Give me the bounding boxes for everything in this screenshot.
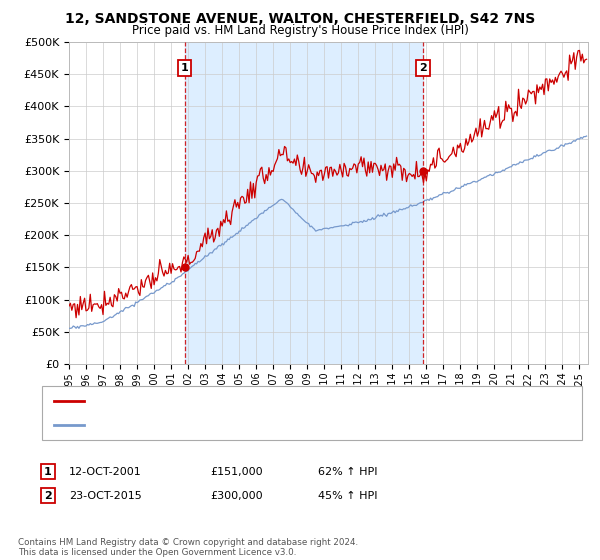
Bar: [185, 42, 423, 364]
Text: HPI: Average price, detached house, Chesterfield: HPI: Average price, detached house, Ches…: [93, 419, 338, 430]
Text: 12, SANDSTONE AVENUE, WALTON, CHESTERFIELD, S42 7NS: 12, SANDSTONE AVENUE, WALTON, CHESTERFIE…: [65, 12, 535, 26]
Text: Contains HM Land Registry data © Crown copyright and database right 2024.
This d: Contains HM Land Registry data © Crown c…: [18, 538, 358, 557]
Text: 45% ↑ HPI: 45% ↑ HPI: [318, 491, 377, 501]
Text: 12, SANDSTONE AVENUE, WALTON, CHESTERFIELD, S42 7NS (detached house): 12, SANDSTONE AVENUE, WALTON, CHESTERFIE…: [93, 396, 485, 407]
Text: £300,000: £300,000: [210, 491, 263, 501]
Text: 2: 2: [419, 63, 427, 73]
Text: 23-OCT-2015: 23-OCT-2015: [69, 491, 142, 501]
Text: Price paid vs. HM Land Registry's House Price Index (HPI): Price paid vs. HM Land Registry's House …: [131, 24, 469, 36]
Text: 12-OCT-2001: 12-OCT-2001: [69, 466, 142, 477]
Text: £151,000: £151,000: [210, 466, 263, 477]
Text: 1: 1: [181, 63, 188, 73]
Text: 62% ↑ HPI: 62% ↑ HPI: [318, 466, 377, 477]
Text: 1: 1: [44, 466, 52, 477]
Text: 2: 2: [44, 491, 52, 501]
